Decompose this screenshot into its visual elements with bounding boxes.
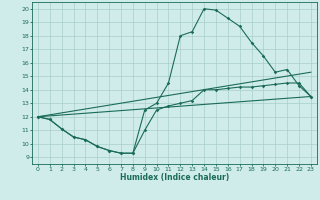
- X-axis label: Humidex (Indice chaleur): Humidex (Indice chaleur): [120, 173, 229, 182]
